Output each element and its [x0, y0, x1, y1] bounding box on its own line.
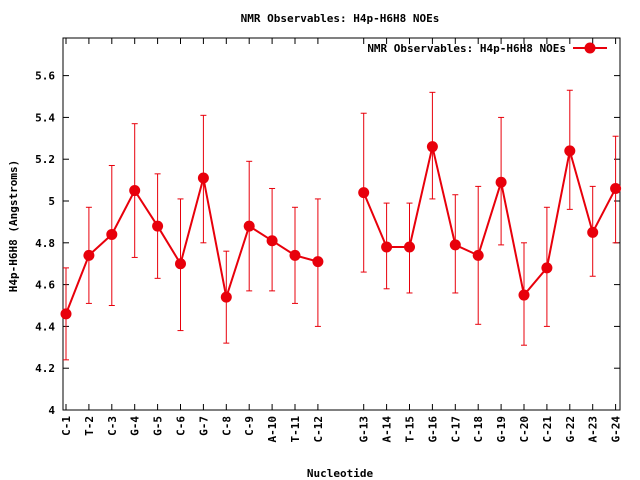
x-tick-label: G-19 [495, 416, 508, 443]
x-tick-label: G-24 [610, 416, 623, 443]
x-tick-label: G-16 [426, 416, 439, 443]
x-tick-label: C-8 [220, 416, 233, 436]
x-tick-label: A-14 [381, 416, 394, 443]
y-tick-label: 4.6 [35, 279, 55, 292]
x-tick-label: C-20 [518, 416, 531, 443]
series-line [362, 146, 617, 298]
x-axis: C-1 T-2 C-3 G-4 G-5 C-6 G-7 C-8 C-9 A-10 T-11 C-12 G… [60, 38, 623, 443]
x-tick-label: T-11 [289, 416, 302, 443]
x-tick-label: G-7 [197, 416, 210, 436]
x-tick-label: T-2 [83, 416, 96, 436]
x-tick-label: C-1 [60, 416, 73, 436]
data-point [106, 228, 118, 240]
x-tick-label: G-22 [564, 416, 577, 443]
data-point [289, 249, 301, 261]
data-point [312, 256, 324, 268]
data-point [518, 289, 530, 301]
data-point [129, 185, 141, 197]
x-tick-label: C-17 [449, 416, 462, 443]
series-lines [65, 146, 617, 315]
error-bars [63, 89, 619, 361]
x-tick-label: C-6 [175, 416, 188, 436]
data-point [404, 241, 415, 253]
data-point [426, 141, 438, 153]
data-point [610, 182, 622, 194]
x-tick-label: A-23 [587, 416, 600, 443]
data-point [197, 172, 209, 184]
data-point [358, 187, 370, 199]
y-tick-label: 4.8 [35, 237, 55, 250]
x-tick-label: A-10 [266, 416, 279, 443]
data-points [60, 141, 622, 320]
x-tick-label: C-18 [472, 416, 485, 443]
chart-title: NMR Observables: H4p-H6H8 NOEs [241, 12, 440, 25]
series-line [65, 177, 319, 315]
data-point [381, 241, 393, 253]
y-tick-label: 4.2 [35, 362, 55, 375]
x-tick-label: C-3 [106, 416, 119, 436]
data-point [587, 226, 599, 238]
y-tick-label: 5 [48, 195, 55, 208]
data-point [449, 239, 461, 251]
data-point [243, 220, 255, 232]
data-point [564, 145, 576, 157]
data-point [472, 249, 484, 261]
x-tick-label: C-21 [541, 416, 554, 443]
data-point [220, 291, 232, 303]
data-point [152, 220, 164, 232]
data-point [266, 235, 278, 247]
x-tick-label: G-5 [152, 416, 165, 436]
x-tick-label: C-12 [312, 416, 325, 443]
x-tick-label: C-9 [243, 416, 256, 436]
y-tick-label: 5.2 [35, 153, 55, 166]
data-point [541, 262, 553, 274]
data-point [175, 258, 186, 270]
legend-label: NMR Observables: H4p-H6H8 NOEs [367, 42, 566, 55]
y-tick-label: 4.4 [35, 320, 55, 333]
data-point [495, 176, 507, 188]
y-axis: 4 4.2 4.4 4.6 4.8 5 5.2 5.4 5.6 [35, 70, 620, 417]
x-tick-label: G-4 [129, 416, 142, 436]
x-tick-label: T-15 [404, 416, 417, 443]
plot-frame [62, 37, 621, 411]
x-axis-label: Nucleotide [307, 467, 374, 480]
legend: NMR Observables: H4p-H6H8 NOEs [367, 42, 607, 55]
y-tick-label: 5.6 [35, 70, 55, 83]
y-axis-label: H4p-H6H8 (Angstroms) [7, 160, 20, 292]
data-point [83, 249, 95, 261]
data-point [60, 308, 72, 320]
y-tick-label: 5.4 [35, 111, 55, 124]
legend-marker [584, 42, 596, 54]
x-tick-label: G-13 [358, 416, 371, 443]
y-tick-label: 4 [48, 404, 55, 417]
